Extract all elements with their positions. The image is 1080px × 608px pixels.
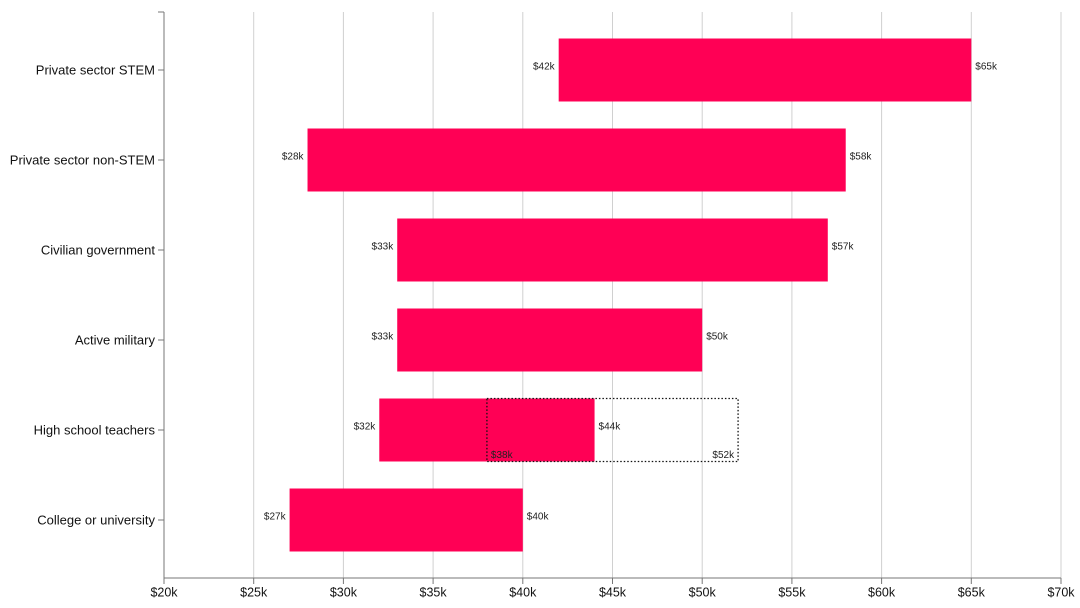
range-bar bbox=[307, 128, 846, 192]
category-label: High school teachers bbox=[34, 422, 156, 437]
range-bar bbox=[289, 488, 523, 552]
x-tick-label: $55k bbox=[778, 585, 806, 599]
x-tick-label: $20k bbox=[150, 585, 178, 599]
range-bar bbox=[379, 398, 595, 462]
overlay-layer: $38k $52k bbox=[486, 397, 739, 463]
bar-low-label: $28k bbox=[282, 152, 305, 163]
bar-low-label: $33k bbox=[372, 332, 395, 343]
bar-low-label: $33k bbox=[372, 242, 395, 253]
x-tick-label: $40k bbox=[509, 585, 537, 599]
overlay-low-label: $38k bbox=[491, 450, 514, 461]
overlay-high-label: $52k bbox=[712, 450, 735, 461]
x-tick-label: $25k bbox=[240, 585, 268, 599]
bar-high-label: $50k bbox=[706, 332, 729, 343]
x-tick-label: $35k bbox=[420, 585, 448, 599]
bar-low-label: $27k bbox=[264, 512, 287, 523]
bar-high-label: $58k bbox=[850, 152, 873, 163]
axis-layer: $20k $25k $30k $35k $40k $45k $50k $55k $60k $65k… bbox=[10, 11, 1075, 599]
category-label: Active military bbox=[75, 332, 156, 347]
range-bar bbox=[397, 308, 703, 372]
x-tick-label: $45k bbox=[599, 585, 627, 599]
category-label: College or university bbox=[37, 512, 155, 527]
bar-high-label: $65k bbox=[975, 62, 998, 73]
bar-high-label: $40k bbox=[527, 512, 550, 523]
x-tick-label: $50k bbox=[689, 585, 717, 599]
range-bar bbox=[558, 38, 972, 102]
category-label: Private sector non-STEM bbox=[10, 152, 155, 167]
category-label: Private sector STEM bbox=[36, 62, 155, 77]
bar-low-label: $32k bbox=[354, 422, 377, 433]
x-tick-label: $65k bbox=[958, 585, 986, 599]
bar-low-label: $42k bbox=[533, 62, 556, 73]
grid-layer bbox=[253, 12, 1062, 578]
range-bar bbox=[397, 218, 828, 282]
x-tick-label: $70k bbox=[1047, 585, 1075, 599]
category-label: Civilian government bbox=[41, 242, 156, 257]
bar-high-label: $57k bbox=[832, 242, 855, 253]
x-tick-label: $60k bbox=[868, 585, 896, 599]
bar-high-label: $44k bbox=[599, 422, 622, 433]
bar-layer: $42k $65k $28k $58k $33k $57k $33k $50k $32k $44k… bbox=[264, 38, 998, 552]
x-tick-label: $30k bbox=[330, 585, 358, 599]
